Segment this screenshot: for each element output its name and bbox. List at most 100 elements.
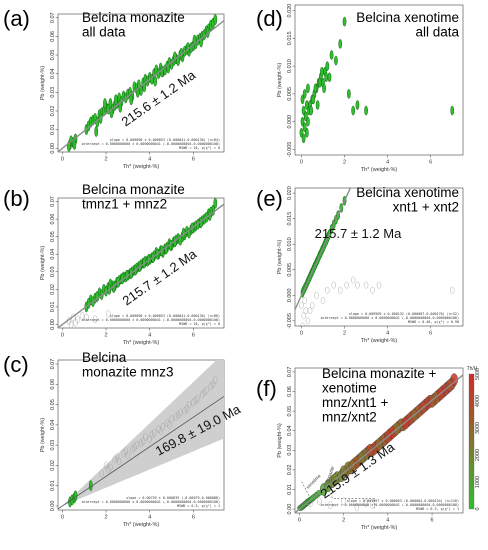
regression-line bbox=[295, 188, 352, 310]
y-tick-label: 0.010 bbox=[287, 59, 293, 73]
x-tick-label: 6 bbox=[429, 331, 432, 337]
plot-area bbox=[58, 14, 224, 152]
y-tick-label: 0.05 bbox=[50, 231, 56, 242]
data-point-ellipse bbox=[149, 431, 155, 439]
panel-title-line: monazite mnz3 bbox=[82, 365, 174, 380]
data-point-ellipse bbox=[329, 50, 334, 60]
y-tick-label: 0.06 bbox=[50, 31, 56, 42]
guide-dashed-line bbox=[301, 481, 311, 499]
data-point-ellipse bbox=[303, 307, 308, 315]
x-axis-label: Th* (weight-%) bbox=[123, 340, 160, 346]
data-point-ellipse bbox=[450, 286, 455, 294]
data-point-ellipse bbox=[184, 404, 190, 413]
data-point-ellipse bbox=[178, 408, 183, 417]
data-point-ellipse bbox=[310, 302, 315, 309]
plot-frame bbox=[57, 197, 225, 329]
y-tick-label: 0.00 bbox=[50, 501, 56, 512]
x-tick-label: 2 bbox=[343, 160, 346, 166]
panel-title-line: all data bbox=[415, 25, 459, 40]
y-tick-label: 0.020 bbox=[287, 186, 293, 200]
regression-stats-line: intercept = 0.0000000000 ± 0.0000000041 … bbox=[320, 316, 459, 320]
x-axis-label: Th* (weight-%) bbox=[123, 164, 160, 170]
y-axis-label: Pb (weight-%) bbox=[40, 246, 46, 281]
data-point-ellipse bbox=[305, 317, 311, 325]
data-point-ellipse bbox=[213, 14, 218, 26]
data-point-ellipse bbox=[138, 439, 144, 447]
panel-title-line: Belcina monazite + bbox=[322, 366, 437, 381]
y-tick-label: 0.00 bbox=[50, 143, 56, 154]
data-point-ellipse bbox=[301, 312, 306, 320]
panel-label: (d) bbox=[256, 6, 283, 31]
regression-stats-line: MSWD = 0.46, p(χ²) = 0.98 bbox=[408, 320, 459, 324]
y-tick-label: 0.05 bbox=[50, 399, 56, 410]
data-point-ellipse bbox=[302, 297, 307, 304]
data-point-ellipse bbox=[314, 291, 319, 299]
data-point-ellipse bbox=[213, 198, 218, 209]
x-tick-label: 6 bbox=[192, 333, 195, 339]
data-point-ellipse bbox=[344, 281, 349, 289]
data-point-ellipse bbox=[68, 320, 74, 328]
panel-title-line: Belcina xenotime bbox=[356, 185, 459, 200]
data-point-ellipse bbox=[130, 445, 135, 453]
panel-title-line: tmnz1 + mnz2 bbox=[82, 197, 167, 212]
annotation-monazite: monazite bbox=[324, 465, 335, 484]
x-tick-label: 4 bbox=[148, 333, 151, 339]
data-point-ellipse bbox=[363, 281, 369, 289]
x-tick-label: 4 bbox=[386, 331, 389, 337]
y-tick-label: 0.02 bbox=[50, 284, 56, 295]
y-tick-label: 0.04 bbox=[287, 425, 293, 436]
y-axis-label: Pb (weight-%) bbox=[40, 418, 46, 453]
data-point-ellipse bbox=[350, 276, 356, 284]
x-tick-label: 0 bbox=[61, 333, 64, 339]
data-point-ellipse bbox=[84, 313, 89, 322]
data-point-ellipse bbox=[73, 318, 78, 327]
data-point-ellipse bbox=[325, 286, 330, 294]
confidence-band bbox=[62, 360, 224, 506]
data-point-ellipse bbox=[306, 83, 310, 94]
regression-stats-line: slope = 0.009898 ± 0.000053 (0.000041-0.… bbox=[110, 138, 220, 142]
data-point-ellipse bbox=[199, 390, 205, 399]
colorbar-tick-label: 4000 bbox=[475, 395, 481, 407]
y-tick-label: 0.01 bbox=[287, 484, 293, 495]
x-tick-label: 2 bbox=[105, 515, 108, 521]
data-point-ellipse bbox=[315, 100, 320, 110]
data-point-ellipse bbox=[324, 72, 329, 83]
plot-area bbox=[299, 16, 455, 144]
x-axis-label: Th* (weight-%) bbox=[123, 522, 160, 528]
x-tick-label: 0 bbox=[61, 157, 64, 163]
data-point-ellipse bbox=[309, 105, 313, 116]
y-tick-label: 0.03 bbox=[50, 87, 56, 98]
panel-label: (f) bbox=[256, 376, 277, 401]
colorbar-title: Th/U bbox=[467, 366, 478, 372]
y-tick-label: 0.010 bbox=[287, 237, 293, 251]
data-point-ellipse bbox=[338, 286, 343, 294]
y-tick-label: 0.03 bbox=[50, 266, 56, 277]
panel-label: (c) bbox=[3, 352, 29, 377]
plot-area bbox=[58, 360, 224, 510]
data-point-ellipse bbox=[103, 98, 107, 109]
age-label: 215.7 ± 1.2 Ma bbox=[315, 226, 402, 241]
data-point-ellipse bbox=[354, 503, 360, 511]
data-point-ellipse bbox=[151, 429, 157, 437]
data-point-ellipse bbox=[182, 406, 187, 415]
y-tick-label: 0.020 bbox=[287, 4, 293, 18]
regression-stats-line: MSWD = 16, p(χ²) = 0 bbox=[179, 322, 220, 326]
data-point-ellipse bbox=[322, 83, 326, 94]
y-tick-label: 0.03 bbox=[287, 445, 293, 456]
x-tick-label: 2 bbox=[342, 518, 345, 524]
y-tick-label: 0.05 bbox=[50, 50, 56, 61]
data-point-ellipse bbox=[114, 453, 120, 462]
data-point-ellipse bbox=[114, 94, 118, 106]
y-tick-label: 0.05 bbox=[287, 406, 293, 417]
x-tick-label: 4 bbox=[386, 518, 389, 524]
data-point-ellipse bbox=[364, 105, 368, 116]
y-tick-label: 0.07 bbox=[50, 12, 56, 23]
data-point-ellipse bbox=[193, 396, 198, 405]
y-tick-label: 0.02 bbox=[50, 460, 56, 471]
y-tick-label: 0.07 bbox=[50, 196, 56, 207]
panel-title-line: Belcina monazite bbox=[82, 10, 185, 25]
data-point-ellipse bbox=[121, 449, 126, 458]
